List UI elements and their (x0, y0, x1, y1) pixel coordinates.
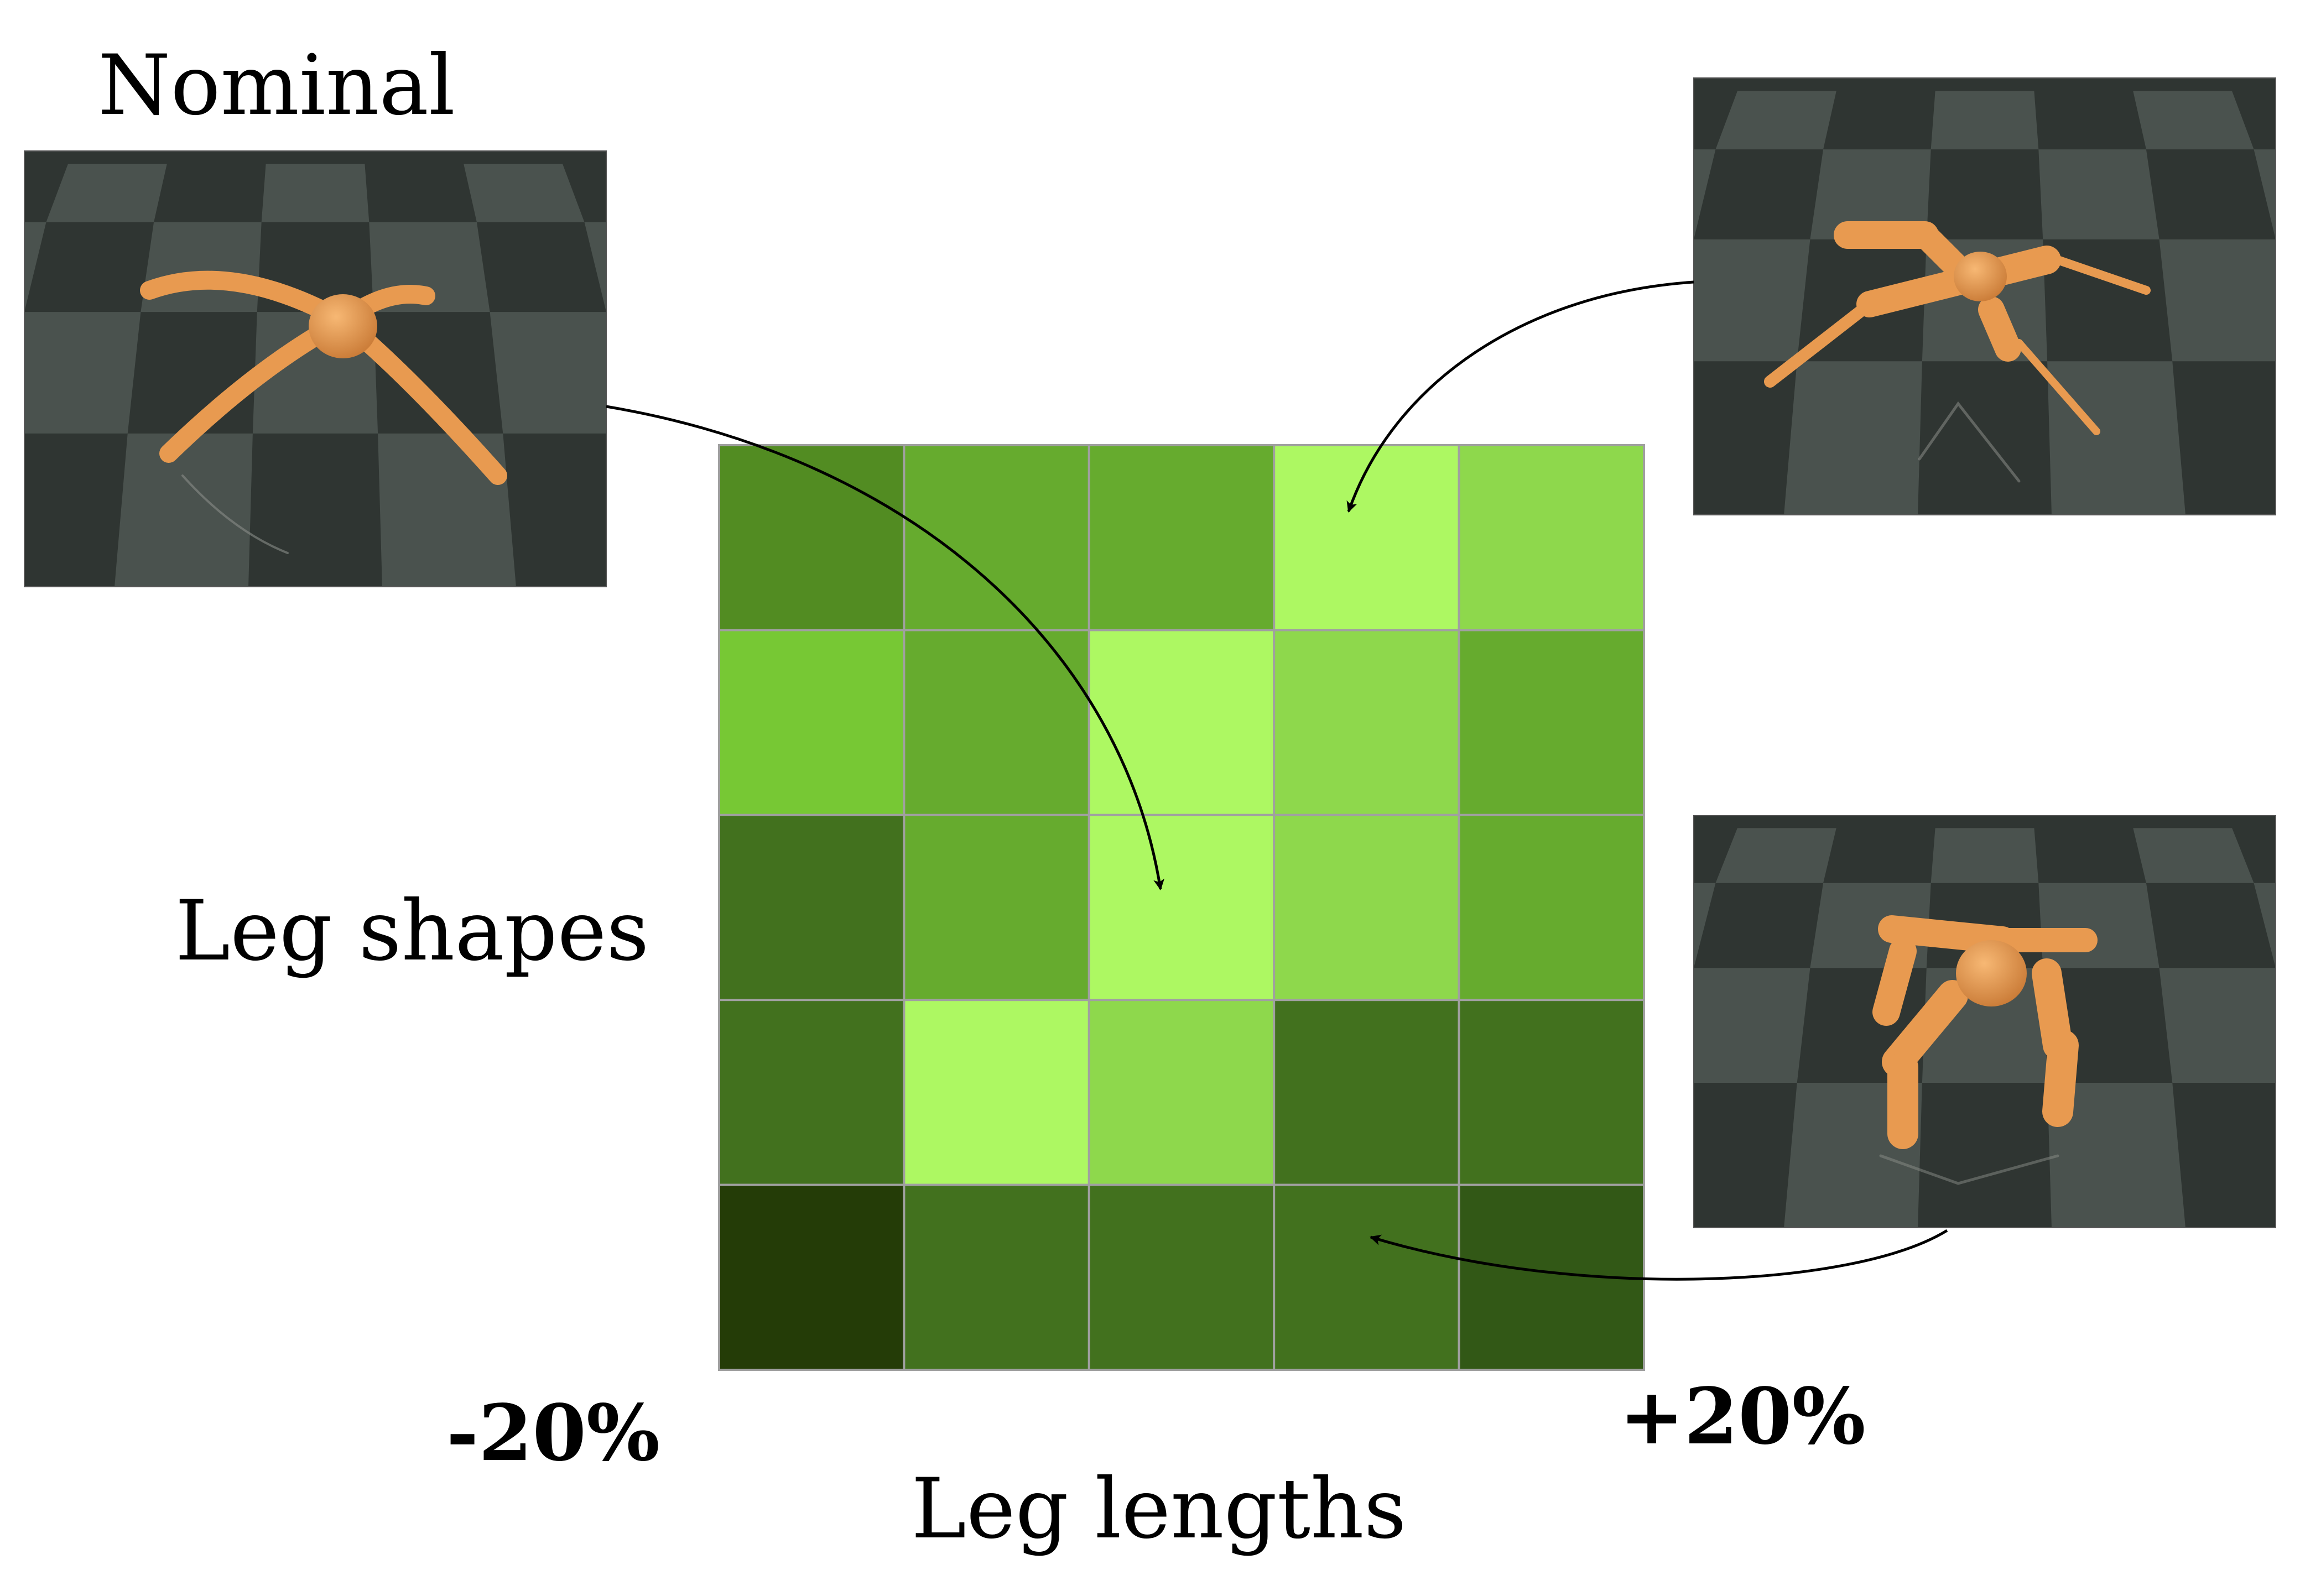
heatmap-cell (1087, 1183, 1276, 1371)
arrow-thick-legs-to-cell (1370, 1229, 1948, 1281)
heatmap-cell (1273, 444, 1460, 632)
nominal-image-frame (24, 150, 607, 587)
heatmap-cell (1273, 999, 1460, 1186)
heatmap-cell (1273, 629, 1460, 816)
heatmap-cell (903, 444, 1090, 632)
heatmap-cell (903, 813, 1090, 1002)
heatmap-cell (1087, 999, 1276, 1186)
robot-thick-legs (1872, 915, 2098, 1185)
heatmap-cell (903, 999, 1090, 1186)
heatmap-cell (718, 444, 906, 632)
x-axis-label: Leg lengths (911, 1461, 1406, 1557)
nominal-robot-image (24, 151, 606, 587)
x-max-label: +20% (1619, 1371, 1865, 1462)
heatmap-cell (903, 1183, 1090, 1371)
heatmap-cell (1273, 1183, 1460, 1371)
heatmap-cell (718, 629, 906, 816)
heatmap-cell (1458, 629, 1646, 816)
arrow-nominal-to-cell (606, 405, 1165, 890)
heatmap-cell (1273, 813, 1460, 1002)
heatmap-cell (718, 999, 906, 1186)
heatmap-cell (1458, 813, 1646, 1002)
heatmap-cell (718, 813, 906, 1002)
heatmap-cell (718, 1183, 906, 1371)
heatmap-cell (1087, 444, 1276, 632)
heatmap-cell (1458, 999, 1646, 1186)
robot-long-legs (1764, 221, 2151, 483)
thick-legs-robot-image (1694, 816, 2276, 1228)
thick-legs-image-frame (1693, 815, 2276, 1228)
y-axis-label: Leg shapes (175, 883, 649, 979)
long-legs-image-frame (1693, 77, 2276, 515)
heatmap-cell (1087, 813, 1276, 1002)
robot-nominal (140, 270, 507, 554)
x-min-label: -20% (446, 1388, 660, 1479)
nominal-label: Nominal (98, 38, 455, 134)
heatmap-cell (1458, 444, 1646, 632)
heatmap-cell (1087, 629, 1276, 816)
arrow-long-legs-to-cell (1346, 280, 1694, 513)
long-legs-robot-image (1694, 78, 2276, 515)
heatmap-cell (903, 629, 1090, 816)
heatmap (718, 444, 1646, 1371)
